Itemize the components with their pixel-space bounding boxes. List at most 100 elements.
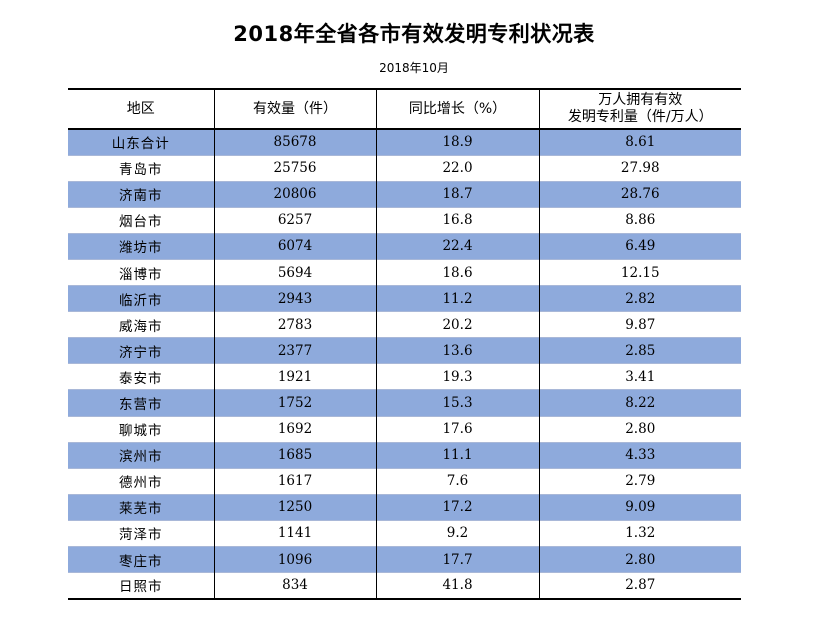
per-10k-cell: 8.86 — [538, 206, 741, 234]
valid-count-cell: 1921 — [213, 363, 377, 390]
table-row: 滨州市 1685 11.1 4.33 — [68, 441, 741, 469]
per-10k-cell: 4.33 — [538, 441, 741, 469]
table-row: 潍坊市 6074 22.4 6.49 — [68, 232, 741, 260]
region-cell: 威海市 — [68, 311, 215, 338]
table-row: 泰安市 1921 19.3 3.41 — [68, 363, 741, 390]
yoy-growth-cell: 22.4 — [375, 232, 540, 260]
per-10k-cell: 2.82 — [538, 285, 741, 312]
per-10k-cell: 2.87 — [538, 572, 741, 600]
valid-count-cell: 5694 — [213, 258, 377, 286]
yoy-growth-cell: 7.6 — [375, 467, 540, 495]
per-10k-cell: 9.09 — [538, 493, 741, 521]
table-row: 青岛市 25756 22.0 27.98 — [68, 154, 741, 182]
per-10k-cell: 2.85 — [538, 337, 741, 364]
table-row: 烟台市 6257 16.8 8.86 — [68, 206, 741, 234]
yoy-growth-cell: 18.9 — [375, 128, 540, 156]
valid-count-cell: 85678 — [213, 128, 377, 156]
per-10k-cell: 9.87 — [538, 311, 741, 338]
region-cell: 临沂市 — [68, 285, 215, 312]
per-10k-cell: 6.49 — [538, 232, 741, 260]
per-10k-cell: 2.79 — [538, 467, 741, 495]
yoy-growth-cell: 17.2 — [375, 493, 540, 521]
valid-count-cell: 1617 — [213, 467, 377, 495]
region-cell: 日照市 — [68, 572, 215, 600]
region-cell: 德州市 — [68, 467, 215, 495]
per-10k-cell: 2.80 — [538, 415, 741, 443]
table-body: 山东合计 85678 18.9 8.61 青岛市 25756 22.0 27.98 济南市 208… — [68, 128, 741, 600]
valid-count-cell: 6257 — [213, 206, 377, 234]
valid-count-cell: 2783 — [213, 311, 377, 338]
per-10k-cell: 27.98 — [538, 154, 741, 182]
region-cell: 青岛市 — [68, 154, 215, 182]
per-10k-cell: 8.22 — [538, 389, 741, 417]
table-row: 淄博市 5694 18.6 12.15 — [68, 258, 741, 286]
header-yoy-growth: 同比增长（%） — [375, 88, 540, 130]
region-cell: 聊城市 — [68, 415, 215, 443]
table-header-row: 地区 有效量（件） 同比增长（%） 万人拥有有效 发明专利量（件/万人） — [68, 88, 741, 130]
valid-count-cell: 1250 — [213, 493, 377, 521]
yoy-growth-cell: 13.6 — [375, 337, 540, 364]
table-row: 枣庄市 1096 17.7 2.80 — [68, 545, 741, 573]
region-cell: 泰安市 — [68, 363, 215, 390]
per-10k-cell: 2.80 — [538, 545, 741, 573]
valid-count-cell: 6074 — [213, 232, 377, 260]
valid-count-cell: 1752 — [213, 389, 377, 417]
table-row: 济南市 20806 18.7 28.76 — [68, 180, 741, 208]
table-row: 德州市 1617 7.6 2.79 — [68, 467, 741, 495]
table-row: 济宁市 2377 13.6 2.85 — [68, 337, 741, 364]
per-10k-cell: 8.61 — [538, 128, 741, 156]
region-cell: 枣庄市 — [68, 545, 215, 573]
header-per-10k: 万人拥有有效 发明专利量（件/万人） — [538, 88, 741, 130]
table-row: 山东合计 85678 18.9 8.61 — [68, 128, 741, 156]
valid-count-cell: 1685 — [213, 441, 377, 469]
valid-count-cell: 2377 — [213, 337, 377, 364]
table-row: 威海市 2783 20.2 9.87 — [68, 311, 741, 338]
region-cell: 济南市 — [68, 180, 215, 208]
region-cell: 济宁市 — [68, 337, 215, 364]
region-cell: 菏泽市 — [68, 519, 215, 547]
patent-table: 地区 有效量（件） 同比增长（%） 万人拥有有效 发明专利量（件/万人） 山东合… — [68, 88, 741, 600]
region-cell: 莱芜市 — [68, 493, 215, 521]
per-10k-cell: 3.41 — [538, 363, 741, 390]
valid-count-cell: 20806 — [213, 180, 377, 208]
per-10k-cell: 28.76 — [538, 180, 741, 208]
per-10k-cell: 12.15 — [538, 258, 741, 286]
region-cell: 滨州市 — [68, 441, 215, 469]
yoy-growth-cell: 15.3 — [375, 389, 540, 417]
page-subtitle: 2018年10月 — [379, 61, 449, 75]
table-row: 莱芜市 1250 17.2 9.09 — [68, 493, 741, 521]
yoy-growth-cell: 17.7 — [375, 545, 540, 573]
yoy-growth-cell: 11.1 — [375, 441, 540, 469]
region-cell: 东营市 — [68, 389, 215, 417]
table-row: 聊城市 1692 17.6 2.80 — [68, 415, 741, 443]
valid-count-cell: 1096 — [213, 545, 377, 573]
yoy-growth-cell: 19.3 — [375, 363, 540, 390]
region-cell: 烟台市 — [68, 206, 215, 234]
yoy-growth-cell: 20.2 — [375, 311, 540, 338]
table-row: 东营市 1752 15.3 8.22 — [68, 389, 741, 417]
region-cell: 潍坊市 — [68, 232, 215, 260]
page-title: 2018年全省各市有效发明专利状况表 — [233, 22, 595, 46]
yoy-growth-cell: 16.8 — [375, 206, 540, 234]
valid-count-cell: 1141 — [213, 519, 377, 547]
table-row: 菏泽市 1141 9.2 1.32 — [68, 519, 741, 547]
header-region: 地区 — [68, 88, 215, 130]
yoy-growth-cell: 11.2 — [375, 285, 540, 312]
table-row: 日照市 834 41.8 2.87 — [68, 572, 741, 600]
per-10k-cell: 1.32 — [538, 519, 741, 547]
header-per-10k-line2: 发明专利量（件/万人） — [567, 109, 713, 125]
region-cell: 山东合计 — [68, 128, 215, 156]
valid-count-cell: 2943 — [213, 285, 377, 312]
yoy-growth-cell: 17.6 — [375, 415, 540, 443]
valid-count-cell: 1692 — [213, 415, 377, 443]
table-row: 临沂市 2943 11.2 2.82 — [68, 285, 741, 312]
yoy-growth-cell: 41.8 — [375, 572, 540, 600]
valid-count-cell: 834 — [213, 572, 377, 600]
header-valid-count: 有效量（件） — [213, 88, 377, 130]
yoy-growth-cell: 18.7 — [375, 180, 540, 208]
header-per-10k-line1: 万人拥有有效 — [598, 92, 683, 108]
yoy-growth-cell: 9.2 — [375, 519, 540, 547]
yoy-growth-cell: 18.6 — [375, 258, 540, 286]
region-cell: 淄博市 — [68, 258, 215, 286]
valid-count-cell: 25756 — [213, 154, 377, 182]
